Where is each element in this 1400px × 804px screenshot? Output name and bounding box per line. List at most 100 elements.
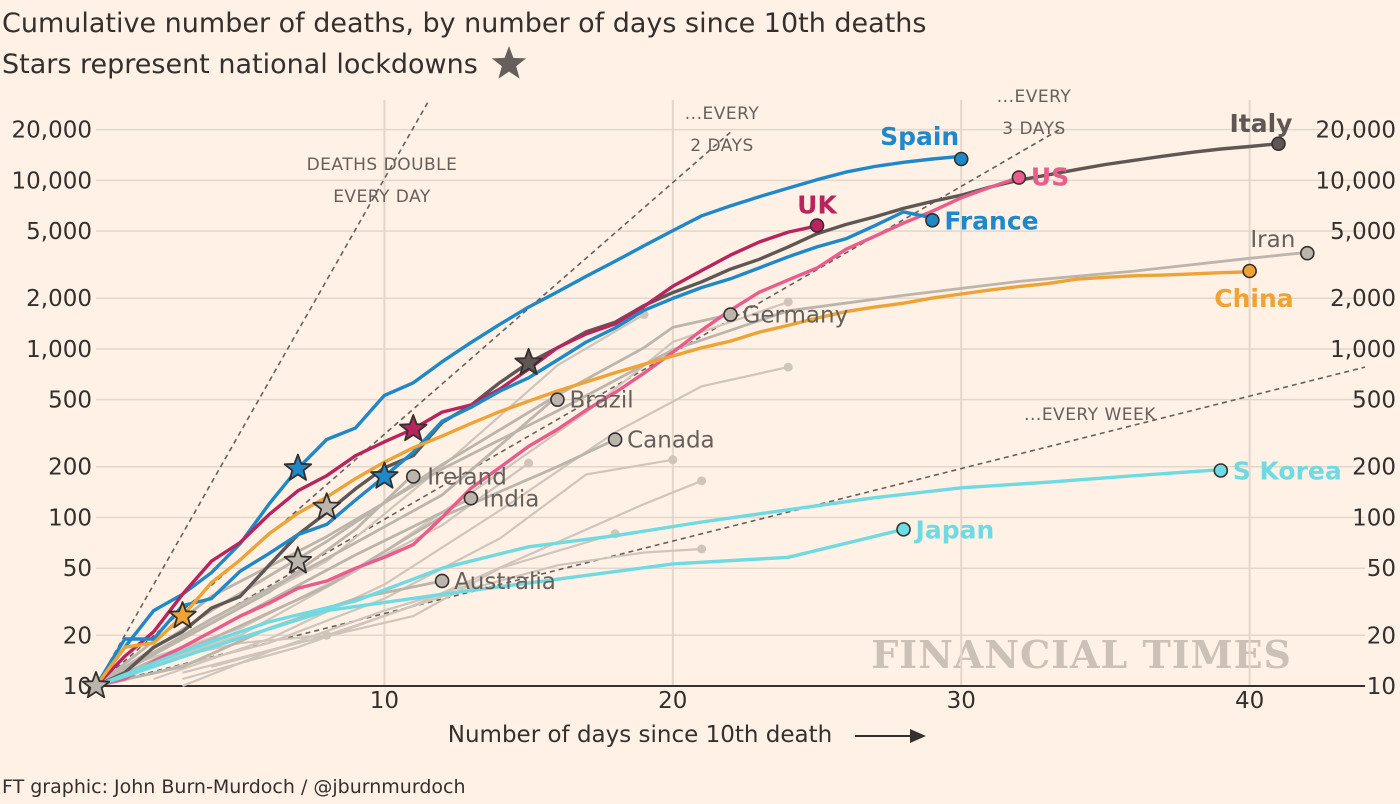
y-tick-label-left: 10,000 xyxy=(12,168,92,194)
y-tick-label-right: 2,000 xyxy=(1330,286,1396,312)
series-endpoint-france xyxy=(925,212,940,228)
series-label-australia: Australia xyxy=(454,569,556,595)
y-tick-label-left: 50 xyxy=(63,556,92,582)
doubling-guide-line xyxy=(95,129,734,687)
y-tick-label-left: 10 xyxy=(63,674,92,700)
y-tick-label-right: 5,000 xyxy=(1330,219,1396,245)
y-tick-label-right: 10,000 xyxy=(1316,168,1396,194)
series-label-ireland: Ireland xyxy=(427,465,507,491)
series-label-japan: Japan xyxy=(914,515,995,544)
background-series-endpoint xyxy=(783,362,793,372)
subtitle-star-icon xyxy=(491,46,527,79)
lockdown-star-icon xyxy=(283,453,313,481)
series-endpoint-iran xyxy=(1300,245,1315,261)
background-series-line xyxy=(124,313,645,668)
series-line-uk xyxy=(94,224,818,688)
x-tick-label: 40 xyxy=(1235,688,1264,714)
series-line-france xyxy=(94,210,933,687)
series-label-china: China xyxy=(1214,284,1293,313)
y-tick-label-left: 200 xyxy=(48,455,92,481)
series-line-us xyxy=(95,175,1020,688)
y-tick-label-left: 2,000 xyxy=(26,286,92,312)
series-label-india: India xyxy=(483,486,539,512)
y-tick-label-right: 200 xyxy=(1352,455,1396,481)
series-label-canada: Canada xyxy=(627,428,715,454)
x-tick-label: 20 xyxy=(658,688,687,714)
doubling-guide-label: ...EVERY 2 DAYS xyxy=(685,104,760,156)
doubling-guide-label: ...EVERY WEEK xyxy=(1024,405,1156,425)
series-endpoint-uk xyxy=(809,218,825,233)
series-label-uk: UK xyxy=(797,191,838,220)
series-line-ireland xyxy=(95,473,415,688)
x-axis-arrow-icon xyxy=(855,729,926,743)
y-tick-label-left: 20,000 xyxy=(12,118,92,144)
background-series-endpoint xyxy=(697,476,707,486)
y-tick-label-right: 20,000 xyxy=(1316,118,1396,144)
y-tick-label-right: 20 xyxy=(1367,623,1396,649)
doubling-guide-line xyxy=(95,366,1366,687)
series-label-spain: Spain xyxy=(880,122,959,151)
series-endpoint-canada xyxy=(607,432,623,447)
series-endpoint-china xyxy=(1242,263,1257,279)
series-line-iran xyxy=(95,251,1308,688)
series-label-s-korea: S Korea xyxy=(1233,456,1342,485)
lockdown-star-icon xyxy=(312,492,341,520)
background-series-endpoint xyxy=(697,544,707,554)
x-tick-label: 30 xyxy=(947,688,976,714)
y-tick-label-left: 5,000 xyxy=(26,219,92,245)
chart-title: Cumulative number of deaths, by number o… xyxy=(2,8,926,39)
y-tick-label-left: 500 xyxy=(48,388,92,414)
series-line-china xyxy=(94,270,1250,688)
series-label-brazil: Brazil xyxy=(569,388,633,414)
series-endpoint-india xyxy=(463,490,479,506)
grid xyxy=(96,100,1365,687)
ft-watermark: FINANCIAL TIMES xyxy=(871,632,1292,677)
series-endpoint-s-korea xyxy=(1213,463,1229,478)
x-tick-label: 10 xyxy=(370,688,399,714)
doubling-guide-label: ...EVERY 3 DAYS xyxy=(997,87,1072,139)
lockdown-star-icon xyxy=(398,414,428,442)
series-endpoint-germany xyxy=(723,307,738,322)
series-label-germany: Germany xyxy=(743,303,849,329)
background-series-endpoint xyxy=(668,455,678,465)
series-line-s-korea xyxy=(95,468,1221,688)
series-line-canada xyxy=(95,438,616,688)
series-label-france: France xyxy=(944,206,1038,235)
series-endpoint-australia xyxy=(434,573,450,589)
series-endpoint-spain xyxy=(953,151,969,167)
background-series-endpoint xyxy=(524,458,534,468)
chart-subtitle: Stars represent national lockdowns xyxy=(2,49,478,80)
lockdown-star-icon xyxy=(168,601,197,629)
series-label-iran: Iran xyxy=(1250,227,1295,253)
x-axis-label: Number of days since 10th death xyxy=(448,722,832,748)
y-tick-label-right: 10 xyxy=(1367,674,1396,700)
subtitle-star-shape xyxy=(491,46,527,79)
series-label-italy: Italy xyxy=(1229,109,1292,138)
series-line-japan xyxy=(95,527,904,688)
source-credit: FT graphic: John Burn-Murdoch / @jburnmu… xyxy=(2,776,466,798)
background-series-line xyxy=(211,547,702,668)
series-endpoint-japan xyxy=(896,522,911,537)
series-endpoint-brazil xyxy=(550,392,565,407)
series-endpoint-us xyxy=(1011,170,1027,185)
background-series-endpoint xyxy=(466,580,476,590)
lockdown-star-icon xyxy=(81,671,111,699)
series-line-brazil xyxy=(95,395,559,688)
lockdown-star-icon xyxy=(283,546,313,574)
background-series-endpoint xyxy=(783,297,793,307)
doubling-guide-line xyxy=(95,99,430,687)
lockdown-star-icon xyxy=(514,347,543,376)
y-tick-label-left: 100 xyxy=(48,505,92,531)
y-tick-label-right: 100 xyxy=(1352,505,1396,531)
y-tick-label-left: 20 xyxy=(63,623,92,649)
series-endpoint-ireland xyxy=(405,469,421,484)
series-label-us: US xyxy=(1031,163,1069,192)
y-tick-label-left: 1,000 xyxy=(26,337,92,363)
background-series-line xyxy=(153,366,789,681)
series-endpoint-italy xyxy=(1271,136,1286,152)
doubling-guide-label: DEATHS DOUBLE EVERY DAY xyxy=(307,155,458,207)
y-tick-label-right: 1,000 xyxy=(1330,337,1396,363)
y-tick-label-right: 50 xyxy=(1367,556,1396,582)
